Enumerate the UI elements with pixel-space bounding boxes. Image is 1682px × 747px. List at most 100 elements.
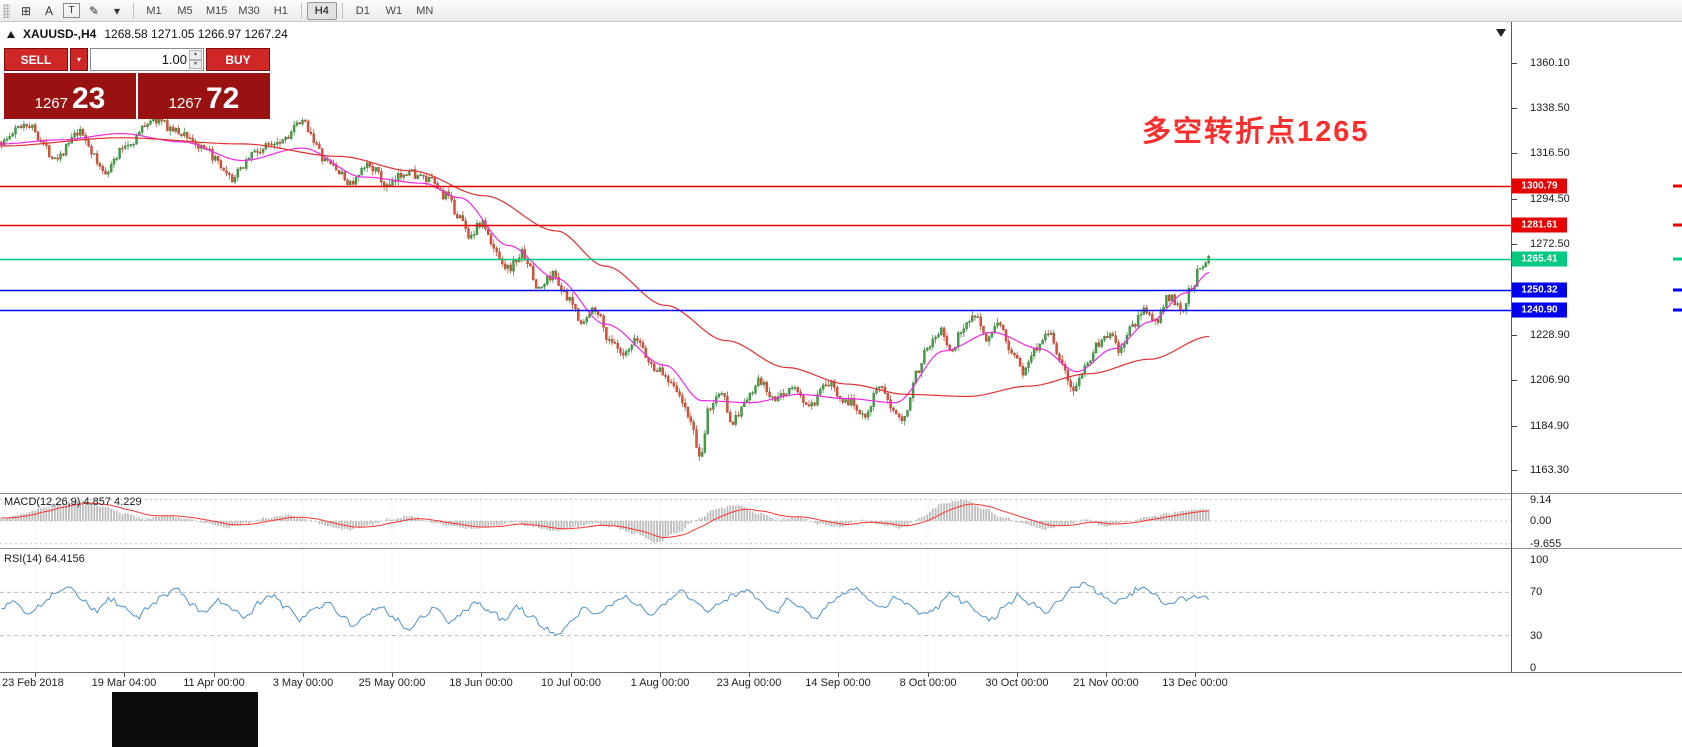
timeframe-button-m15[interactable]: M15 [201,2,232,20]
timeframe-button-m30[interactable]: M30 [233,2,264,20]
date-label: 1 Aug 00:00 [630,677,690,689]
panel-separator[interactable] [0,548,1682,549]
rsi-panel-canvas[interactable] [0,549,1511,672]
price-tick-mark [1512,108,1517,109]
timeframe-button-h4[interactable]: H4 [306,1,337,20]
timeframe-button-m1[interactable]: M1 [139,2,169,20]
date-label: 3 May 00:00 [272,677,334,689]
trade-panel-prices: 1267 23 1267 72 [4,73,270,119]
draw-dropdown-caret-icon[interactable]: ▾ [106,2,128,20]
price-tick-mark [1512,380,1517,381]
draw-line-icon[interactable]: ✎ [83,2,105,20]
buy-button[interactable]: BUY [206,48,270,71]
timeframe-button-mn[interactable]: MN [410,2,440,20]
toolbar-separator [300,2,302,19]
macd-histogram [0,499,1210,543]
sell-price-pips: 23 [72,82,106,115]
date-tick-mark [660,673,661,677]
date-tick-mark [571,673,572,677]
trade-panel-controls: SELL ▾ ▲ ▼ BUY [4,48,270,71]
price-tick-mark [1512,426,1517,427]
level-endpoint-marker [1673,223,1682,227]
date-label: 21 Nov 00:00 [1073,677,1139,689]
price-level-tag: 1250.32 [1512,282,1567,298]
buy-price-bigfigure: 1267 [168,95,202,112]
ma-fast-line [0,133,1210,404]
panel-separator[interactable] [0,493,1682,494]
date-label: 10 Jul 00:00 [541,677,601,689]
chart-header: XAUUSD-,H4 1268.58 1271.05 1266.97 1267.… [7,27,288,41]
timeframe-toolbar: M1 M5 M15 M30 H1 H4 D1 W1 MN [139,1,440,20]
macd-panel-canvas[interactable] [0,494,1511,548]
price-level-tag: 1265.41 [1512,251,1567,267]
timeframe-button-w1[interactable]: W1 [379,2,409,20]
price-axis-line [1511,22,1512,672]
date-label: 23 Feb 2018 [2,677,64,689]
date-label: 23 Aug 00:00 [716,677,782,689]
timeframe-button-d1[interactable]: D1 [348,2,378,20]
date-tick-mark [1195,673,1196,677]
ma-slow-line [0,137,1210,398]
date-axis-separator [0,672,1682,673]
annotation-text-icon[interactable]: A [38,2,60,20]
date-label: 25 May 00:00 [358,677,426,689]
macd-tick-label: 9.14 [1530,493,1552,506]
price-tick-label: 1184.90 [1530,419,1569,432]
date-tick-mark [124,673,125,677]
price-tick-label: 1338.50 [1530,101,1570,114]
chart-ohlc-values: 1268.58 1271.05 1266.97 1267.24 [104,27,288,41]
macd-label: MACD(12,26,9) 4.857 4.229 [4,496,142,508]
price-tick-mark [1512,199,1517,200]
volume-decrease-button[interactable]: ▼ [189,59,202,69]
chart-symbol-icon [7,30,15,38]
sell-button[interactable]: SELL [4,48,68,71]
date-tick-mark [481,673,482,677]
price-tick-label: 1163.30 [1530,464,1569,477]
price-tick-label: 1316.50 [1530,147,1570,160]
candles [0,111,1210,462]
date-tick-mark [838,673,839,677]
price-tick-mark [1512,63,1517,64]
sell-price-bigfigure: 1267 [34,95,68,112]
volume-spinner: ▲ ▼ [189,50,202,69]
macd-tick-label: 0.00 [1530,515,1552,527]
volume-input[interactable] [91,49,203,70]
buy-price-display[interactable]: 1267 72 [138,73,270,119]
price-tick-mark [1512,153,1517,154]
macd-signal-line [1,502,1209,538]
rsi-tick-label: 100 [1530,554,1549,566]
date-tick-mark [214,673,215,677]
price-tick-label: 1206.90 [1530,374,1570,387]
rsi-tick-label: 70 [1530,586,1543,599]
date-tick-mark [1017,673,1018,677]
timeframe-button-h1[interactable]: H1 [266,2,296,20]
buy-price-pips: 72 [206,82,240,115]
date-label: 8 Oct 00:00 [899,677,957,689]
toolbar-separator [341,2,343,19]
price-tick-label: 1360.10 [1530,57,1570,69]
rsi-line [1,581,1210,636]
volume-increase-button[interactable]: ▲ [189,50,202,60]
rsi-label: RSI(14) 64.4156 [4,553,85,565]
date-label: 18 Jun 00:00 [449,677,513,689]
date-tick-mark [928,673,929,677]
date-label: 19 Mar 04:00 [91,677,157,689]
date-tick-mark [392,673,393,677]
date-tick-mark [749,673,750,677]
one-click-trade-panel: SELL ▾ ▲ ▼ BUY 1267 23 1267 72 [4,48,270,119]
chart-shift-marker [1496,29,1506,37]
drawing-tools-group: ⊞ A T ✎ ▾ [15,2,128,20]
timeframe-button-m5[interactable]: M5 [170,2,200,20]
text-box-icon[interactable]: T [63,3,80,18]
sell-dropdown-caret-icon[interactable]: ▾ [70,48,88,71]
sell-price-display[interactable]: 1267 23 [4,73,136,119]
date-label: 11 Apr 00:00 [183,677,245,689]
level-endpoint-marker [1673,184,1682,188]
price-tick-mark [1512,244,1517,245]
level-endpoint-marker [1673,257,1682,261]
chart-grid-icon[interactable]: ⊞ [15,2,37,20]
price-tick-label: 1294.50 [1530,192,1570,205]
toolbar-grip[interactable] [3,3,10,18]
price-tick-mark [1512,335,1517,336]
